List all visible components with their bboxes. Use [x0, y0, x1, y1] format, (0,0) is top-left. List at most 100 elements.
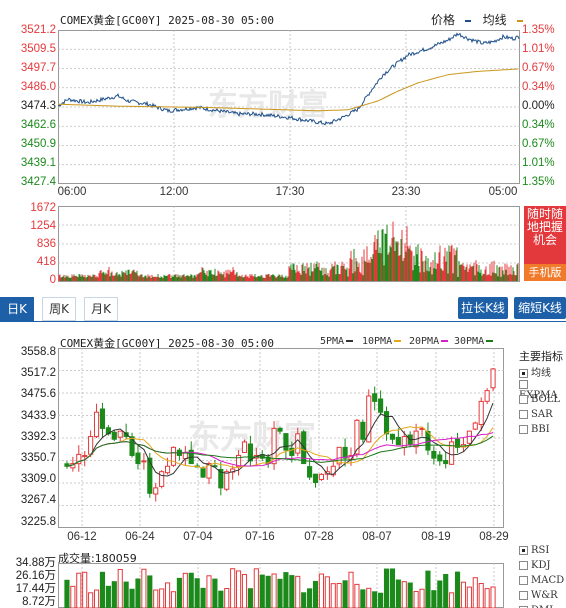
volume-bar — [129, 588, 135, 608]
intraday-volume-chart[interactable] — [58, 206, 520, 282]
kline-x-tick-label: 08-07 — [362, 531, 392, 543]
indicator-label: SAR — [531, 409, 553, 420]
ma-legend-swatch — [441, 340, 449, 342]
x-tick-label: 23:30 — [391, 186, 421, 198]
volume-bar — [443, 573, 449, 608]
ma-legend-item: 5PMA — [320, 336, 354, 347]
candle-body — [312, 473, 319, 483]
volume-bar — [176, 577, 182, 608]
volume-bar — [360, 589, 366, 608]
x-tick-label: 12:00 — [159, 186, 189, 198]
volume-bar — [425, 570, 431, 608]
tab-week-k[interactable]: 周K — [42, 297, 76, 321]
tab-day-k[interactable]: 日K — [0, 297, 34, 321]
volume-bar — [141, 568, 147, 608]
ma-legend-swatch — [486, 340, 494, 342]
kline-x-tick-label: 08-29 — [479, 531, 509, 543]
volume-bar — [378, 592, 384, 608]
volume-bar — [182, 572, 188, 608]
volume-bar — [437, 580, 443, 608]
x-tick-label: 17:30 — [275, 186, 305, 198]
candle-body — [431, 450, 437, 459]
y-right-tick-label: 0.67% — [522, 138, 555, 150]
y-left-tick-label: 3497.7 — [20, 62, 56, 74]
kline-chart[interactable]: 东方财富 — [58, 348, 504, 528]
indicator-option[interactable]: SAR — [519, 409, 566, 420]
kline-y-tick-label: 3517.2 — [20, 367, 56, 380]
candle-body — [141, 460, 147, 463]
y-right-tick-label: 0.00% — [522, 100, 555, 112]
mobile-version-button[interactable]: 手机版 — [524, 264, 566, 281]
volume-bar — [147, 575, 153, 608]
volume-bar — [413, 590, 419, 608]
ma-legend-item: 20PMA — [409, 336, 449, 347]
volume-chart[interactable] — [58, 563, 504, 608]
volume-bar — [348, 571, 354, 608]
volume-bar — [159, 588, 165, 608]
volume-bar — [206, 575, 212, 608]
ma-legend-label: 5PMA — [320, 336, 345, 347]
candle-body — [123, 432, 129, 438]
ma-legend-item: 10PMA — [362, 336, 402, 347]
kline-title: COMEX黄金[GC00Y] 2025-08-30 05:00 — [60, 337, 275, 350]
kline-y-tick-label: 3225.8 — [20, 515, 56, 528]
tab-month-k[interactable]: 月K — [84, 297, 118, 321]
volume-bar — [389, 568, 396, 608]
indicator-checkbox[interactable] — [519, 380, 528, 389]
indicator-checkbox[interactable] — [519, 395, 528, 404]
indicator-checkbox[interactable] — [519, 369, 528, 378]
candle-body — [111, 431, 117, 440]
y-right-tick-label: 1.01% — [522, 43, 555, 55]
candle-body — [82, 454, 88, 458]
indicator-option[interactable]: KDJ — [519, 560, 566, 571]
volume-bar — [253, 568, 259, 608]
volume-bar — [383, 568, 390, 608]
volume-bar — [449, 592, 455, 608]
volume-bar — [354, 583, 360, 608]
legend-avg-label: 均线 — [482, 13, 507, 27]
volume-bar — [218, 590, 224, 608]
volume-bar — [241, 574, 248, 608]
indicator-checkbox[interactable] — [519, 410, 528, 419]
volume-bar — [153, 589, 159, 608]
volume-bar — [271, 573, 277, 608]
intraday-chart[interactable]: 东方财富 — [58, 30, 520, 184]
candle-body — [437, 454, 443, 462]
indicator-option[interactable]: BOLL — [519, 394, 566, 405]
indicator-checkbox[interactable] — [519, 591, 528, 600]
volume-bar — [200, 587, 206, 608]
indicator-option[interactable]: MACD — [519, 575, 566, 586]
volume-bar — [105, 585, 111, 608]
volume-bar — [283, 572, 289, 608]
shrink-kline-button[interactable]: 缩短K线 — [514, 297, 566, 319]
ma-legend-item: 30PMA — [454, 336, 494, 347]
indicator-checkbox[interactable] — [519, 561, 528, 570]
candle-body — [218, 468, 224, 489]
indicator-checkbox[interactable] — [519, 576, 528, 585]
y-left-tick-label: 3474.3 — [20, 100, 56, 112]
candle-body — [200, 468, 206, 478]
candle-body — [449, 441, 455, 465]
volume-bar — [70, 585, 76, 608]
stretch-kline-button[interactable]: 拉长K线 — [458, 297, 508, 319]
ma-legend-label: 30PMA — [454, 336, 485, 347]
indicator-option[interactable]: DMI — [519, 605, 566, 608]
indicator-option[interactable]: BBI — [519, 424, 566, 435]
y-left-tick-label: 3486.0 — [20, 81, 56, 93]
indicator-checkbox[interactable] — [519, 425, 528, 434]
candle-body — [466, 430, 472, 444]
y-left-tick-label: 3427.4 — [20, 176, 56, 188]
ma-legend-swatch — [346, 340, 354, 342]
candle-body — [129, 436, 135, 456]
candle-body — [301, 431, 307, 465]
indicator-option[interactable]: W&R — [519, 590, 566, 601]
indicator-option[interactable]: EXPMA — [519, 379, 566, 401]
indicator-checkbox[interactable] — [519, 546, 528, 555]
indicator-option[interactable]: 均线 — [519, 364, 566, 379]
indicator-option[interactable]: RSI — [519, 545, 566, 556]
kline-y-tick-label: 3267.4 — [20, 494, 56, 507]
mobile-ad-banner[interactable]: 随时随地把握机会 — [524, 206, 566, 280]
indicator-checkbox[interactable] — [519, 606, 528, 608]
candle-body — [383, 411, 390, 435]
price-line — [58, 32, 520, 126]
